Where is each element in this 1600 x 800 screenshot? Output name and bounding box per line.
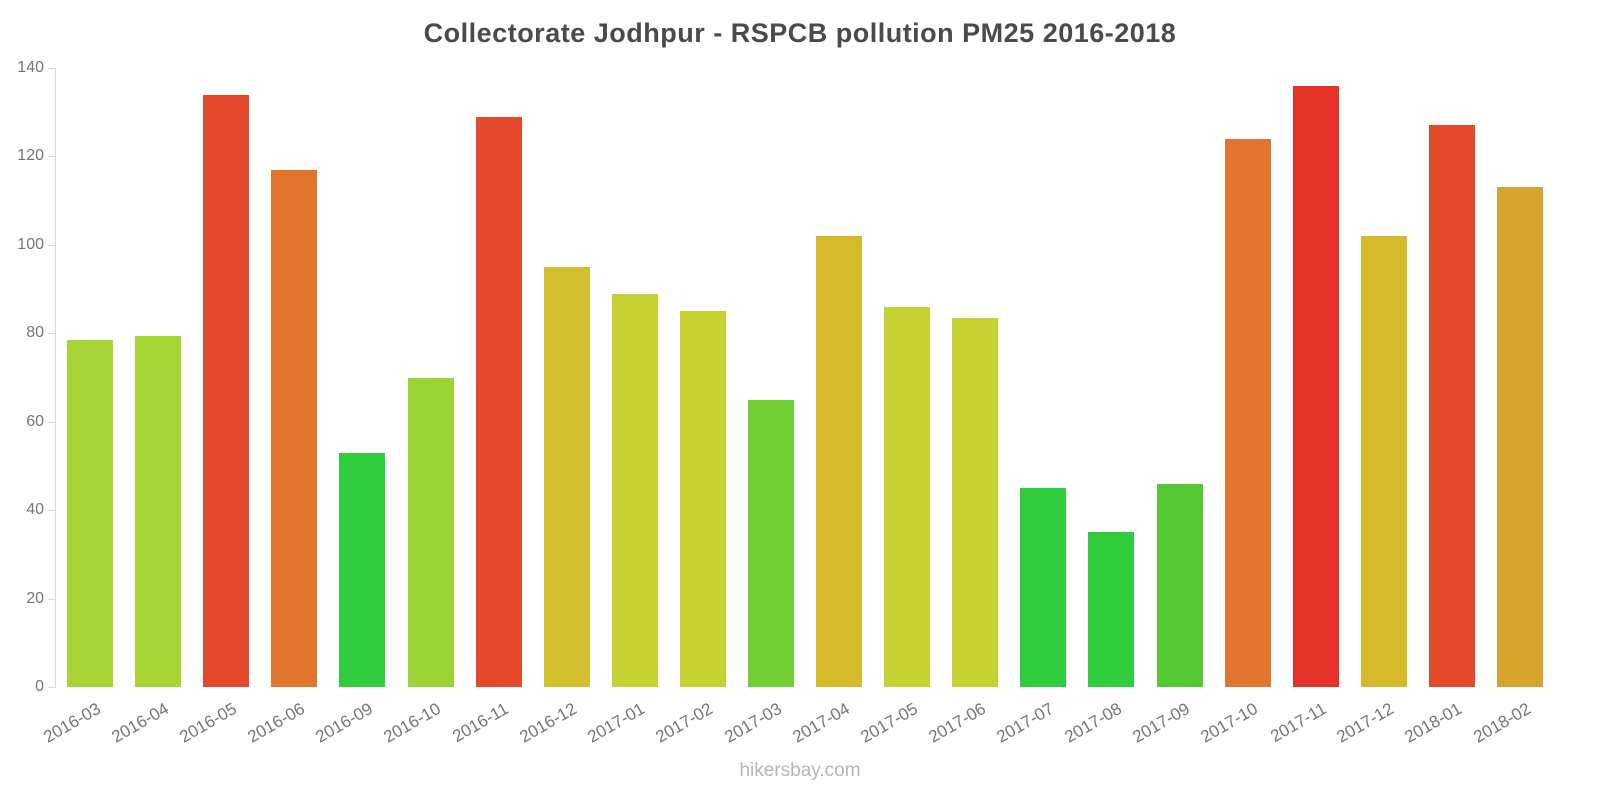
y-axis-label: 140 [17,59,44,76]
bar-2016-06 [271,169,318,687]
watermark: hikersbay.com [739,760,861,781]
bar-2017-04 [816,236,863,687]
y-axis-tick [48,687,56,688]
bar-2018-01 [1428,125,1475,687]
bar-2016-04 [135,335,182,687]
bar-2017-05 [884,306,931,687]
bar-2017-12 [1360,236,1407,687]
x-axis-label: 2017-01 [584,699,649,747]
bar-2017-11 [1292,85,1339,687]
bar-2018-02 [1496,187,1543,687]
x-axis-label: 2018-01 [1401,699,1466,747]
bar-2016-05 [203,94,250,687]
bar-2016-11 [475,116,522,687]
x-axis-label: 2017-04 [789,699,853,747]
bar-2016-09 [339,452,386,687]
x-axis-label: 2017-02 [652,699,717,747]
y-axis-tick [48,510,56,512]
y-axis-label: 60 [26,412,44,430]
x-axis-label: 2018-02 [1469,699,1534,747]
x-axis-label: 2017-10 [1197,699,1262,747]
bar-2017-07 [1020,488,1067,687]
y-axis-label: 0 [35,678,44,695]
bar-2017-02 [679,311,726,687]
x-axis-label: 2017-08 [1061,699,1125,747]
chart-title: Collectorate Jodhpur - RSPCB pollution P… [423,18,1177,48]
y-axis-label: 100 [17,235,44,253]
x-axis-label: 2017-06 [925,699,989,747]
x-axis-label: 2016-09 [312,699,376,747]
bar-2017-03 [747,399,794,687]
bar-2016-03 [67,339,114,687]
y-axis-tick [48,421,56,423]
bar-2017-06 [952,317,999,687]
plot-area: 2016-03 2016-04 2016-05 2016-06 2016-09 2016-… [17,59,1554,747]
x-axis-label: 2017-12 [1333,699,1398,747]
x-axis-label: 2017-05 [857,699,921,747]
y-axis-tick [48,244,56,246]
x-axis-label: 2017-03 [720,699,785,747]
y-axis-tick [48,598,56,600]
x-axis-label: 2016-10 [380,699,444,747]
bar-2017-10 [1224,138,1271,687]
bar-2017-01 [611,293,658,687]
y-axis-label: 120 [17,147,44,165]
x-axis-label: 2016-04 [108,699,172,747]
y-axis-label: 20 [26,589,44,607]
x-axis-label: 2017-11 [1266,699,1330,747]
bar-2016-10 [407,377,454,687]
bar-2017-09 [1156,483,1203,687]
y-axis-tick [48,68,56,69]
bar-2016-12 [543,266,590,687]
y-axis-label: 40 [26,501,44,519]
x-axis-label: 2016-05 [176,699,240,747]
x-axis-label: 2017-07 [993,699,1057,747]
y-axis-tick [48,156,56,158]
x-axis-label: 2017-09 [1129,699,1193,747]
bar-2017-08 [1088,532,1135,687]
y-axis-tick [48,333,56,335]
x-axis-label: 2016-03 [40,699,104,747]
y-axis-label: 80 [26,324,44,342]
x-axis-label: 2016-11 [449,699,513,747]
x-axis-label: 2016-12 [516,699,581,747]
x-axis-label: 2016-06 [244,699,308,747]
